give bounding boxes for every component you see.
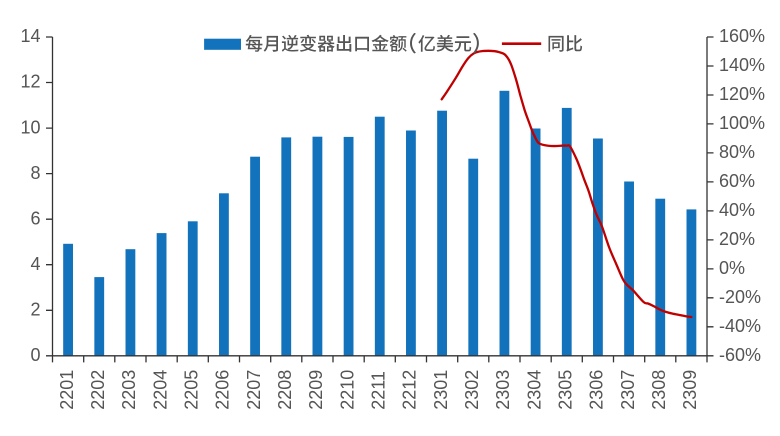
svg-text:160%: 160% [719,26,765,46]
svg-text:2204: 2204 [150,370,170,410]
svg-text:2209: 2209 [306,370,326,410]
svg-text:-20%: -20% [719,287,761,307]
svg-text:60%: 60% [719,171,755,191]
svg-text:14: 14 [20,26,40,46]
svg-text:2301: 2301 [431,370,451,410]
svg-text:-40%: -40% [719,316,761,336]
svg-text:2302: 2302 [462,370,482,410]
svg-text:100%: 100% [719,113,765,133]
svg-text:2206: 2206 [213,370,233,410]
svg-text:8: 8 [30,163,40,183]
svg-text:2: 2 [30,300,40,320]
svg-text:2203: 2203 [119,370,139,410]
svg-text:140%: 140% [719,55,765,75]
svg-text:2309: 2309 [680,370,700,410]
svg-text:2303: 2303 [493,370,513,410]
svg-text:2207: 2207 [244,370,264,410]
svg-text:120%: 120% [719,84,765,104]
svg-text:40%: 40% [719,200,755,220]
svg-text:0: 0 [30,345,40,365]
svg-text:2211: 2211 [368,371,388,410]
svg-text:10: 10 [20,117,40,137]
svg-text:2202: 2202 [88,370,108,410]
svg-text:2210: 2210 [337,370,357,410]
svg-text:6: 6 [30,208,40,228]
svg-text:2208: 2208 [275,370,295,410]
svg-text:2212: 2212 [400,370,420,410]
svg-text:2304: 2304 [524,370,544,410]
svg-text:2307: 2307 [618,370,638,410]
svg-text:2205: 2205 [181,370,201,410]
svg-text:2308: 2308 [649,370,669,410]
svg-text:12: 12 [20,72,40,92]
svg-text:4: 4 [30,254,40,274]
svg-text:0%: 0% [719,258,745,278]
svg-text:2306: 2306 [587,370,607,410]
svg-text:-60%: -60% [719,345,761,365]
svg-text:2305: 2305 [556,370,576,410]
svg-text:20%: 20% [719,229,755,249]
svg-text:2201: 2201 [57,370,77,410]
svg-text:80%: 80% [719,142,755,162]
